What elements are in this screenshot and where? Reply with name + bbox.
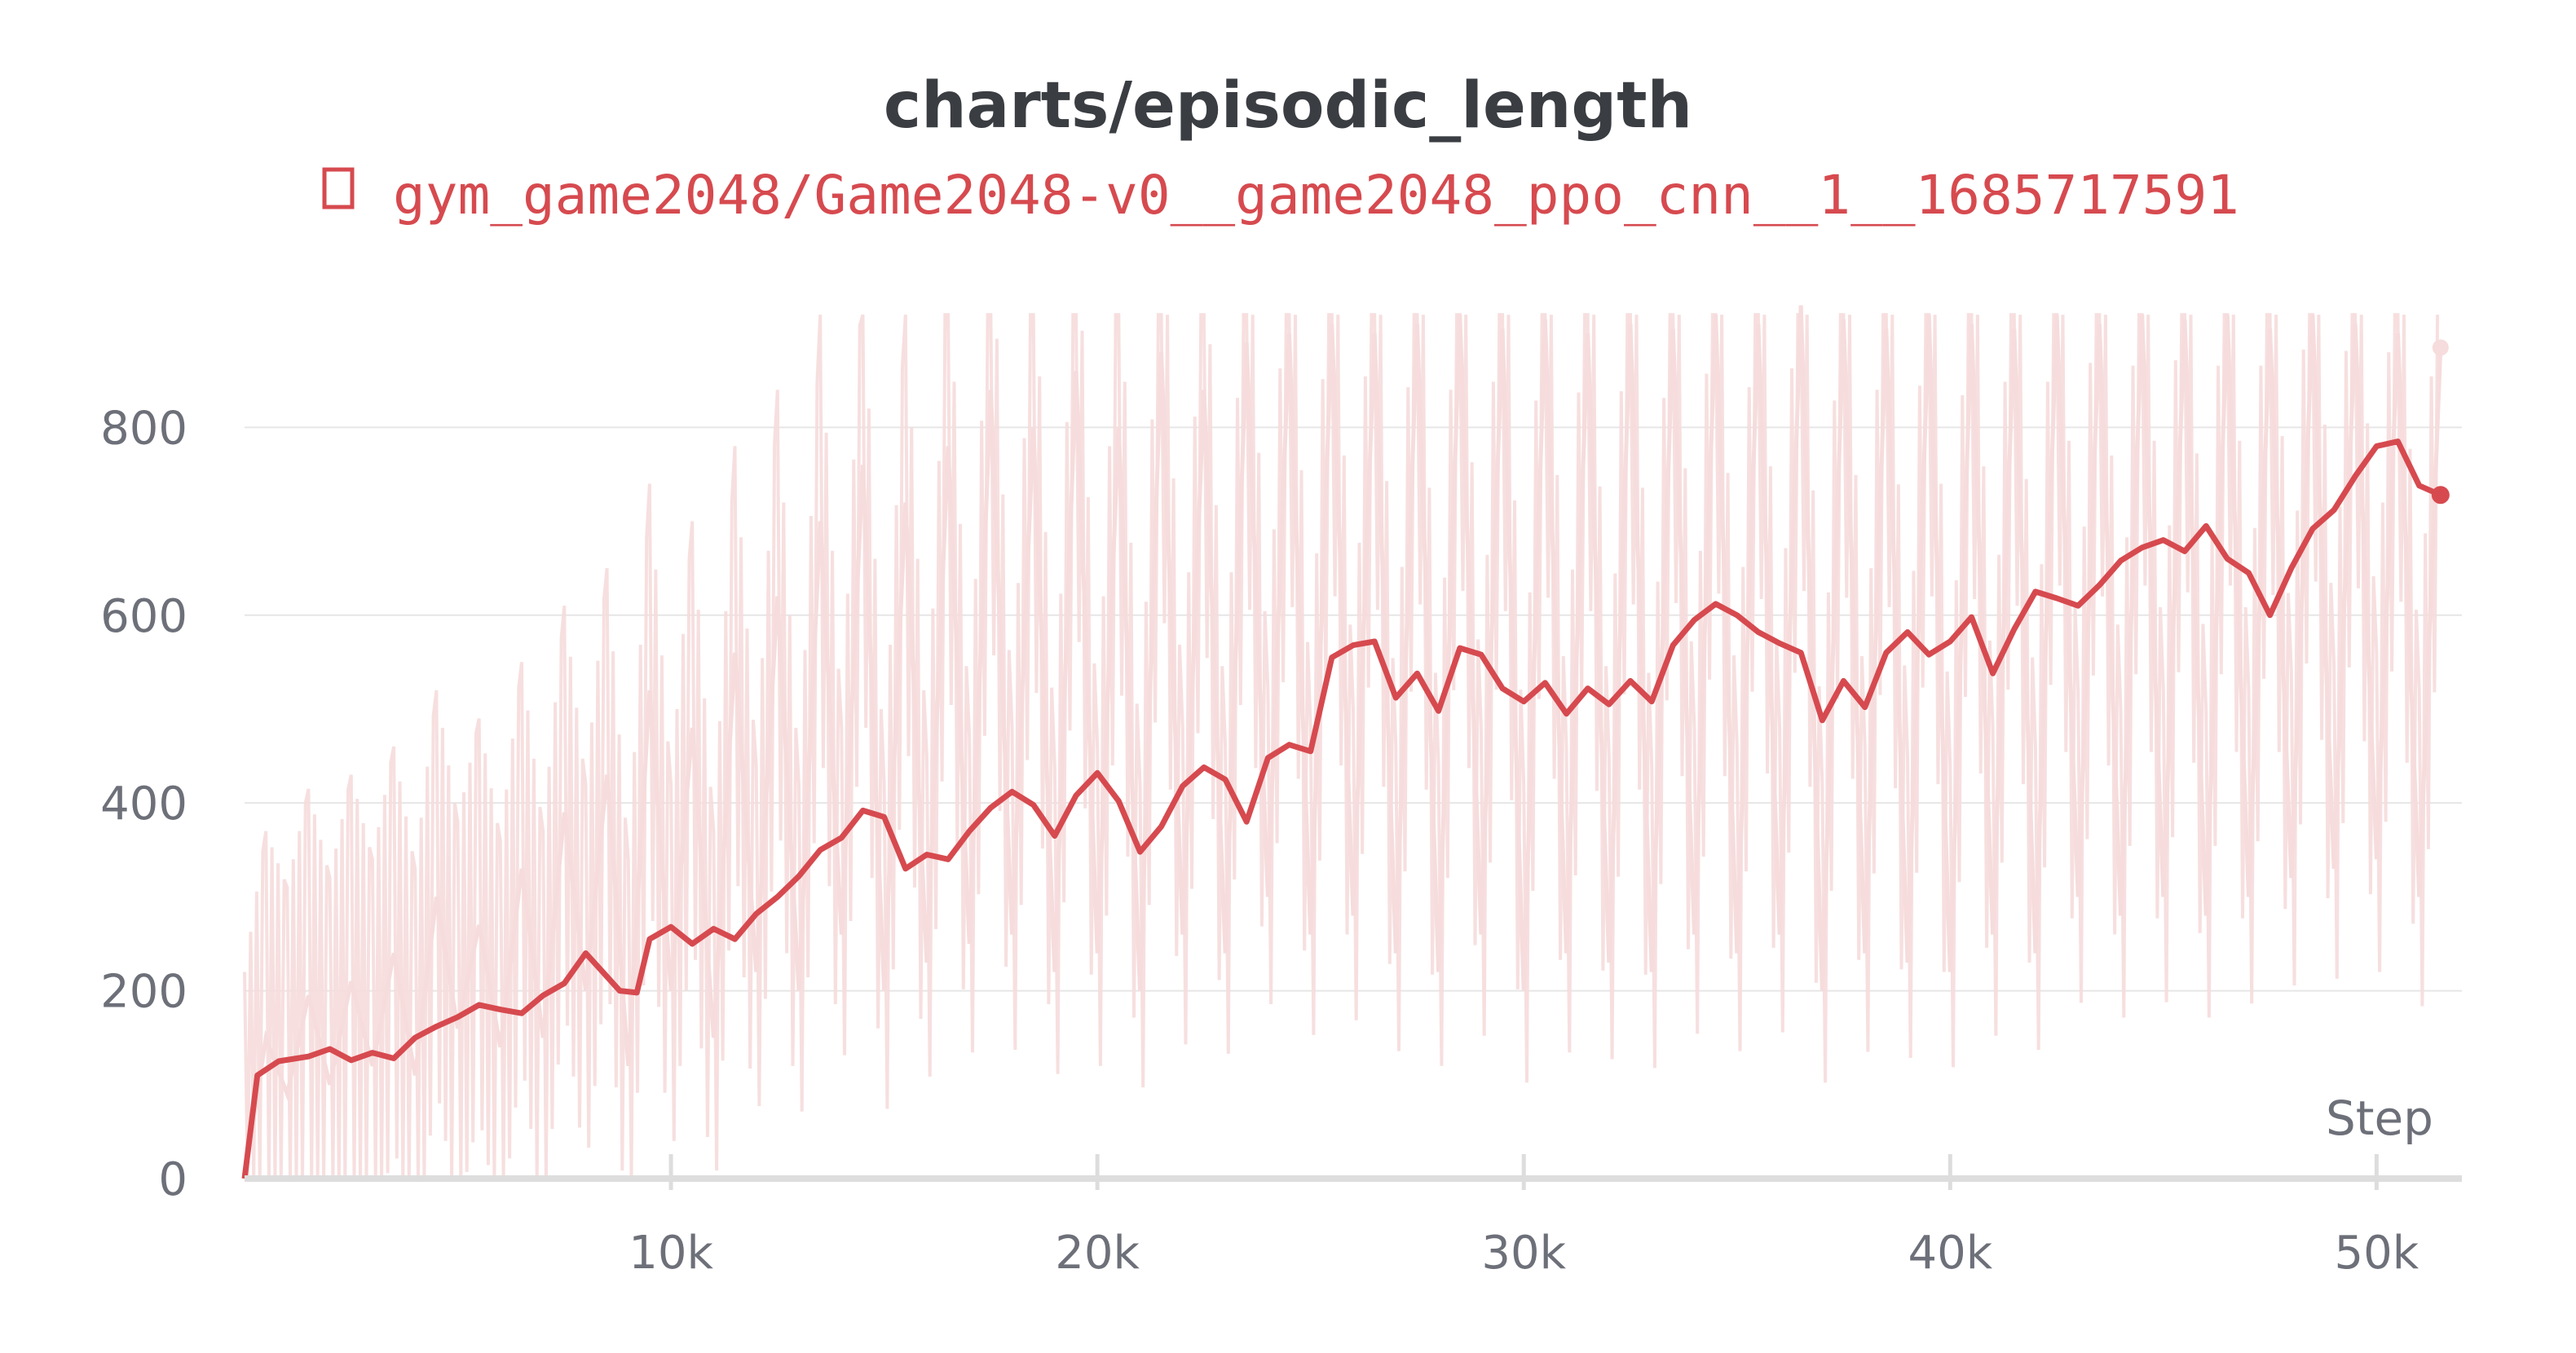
x-tick-label: 50k <box>2335 1227 2419 1280</box>
series-line <box>241 439 2442 1179</box>
series-endpoint <box>2431 486 2450 505</box>
x-tick-label: 10k <box>629 1227 713 1280</box>
x-axis <box>245 1154 2462 1190</box>
legend-label: gym_game2048/Game2048-v0__game2048_ppo_c… <box>393 164 2239 227</box>
smoothed-series <box>241 439 2450 1179</box>
square-outline-icon <box>322 167 355 209</box>
x-axis-title: Step <box>2326 1091 2433 1146</box>
raw-series-texture <box>243 313 2440 1179</box>
raw-series <box>242 305 2449 1179</box>
raw-series-endpoint <box>2432 339 2449 356</box>
y-tick-label: 400 <box>100 778 187 831</box>
y-axis: 0 200 400 600 800 <box>100 402 187 1206</box>
y-tick-label: 0 <box>158 1153 187 1206</box>
y-tick-label: 800 <box>100 402 187 455</box>
y-tick-label: 200 <box>100 966 187 1019</box>
legend[interactable]: gym_game2048/Game2048-v0__game2048_ppo_c… <box>322 164 2239 227</box>
chart-title: charts/episodic_length <box>884 69 1692 143</box>
x-tick-label: 40k <box>1908 1227 1992 1280</box>
x-tick-labels: 10k 20k 30k 40k 50k <box>629 1227 2419 1280</box>
x-tick-label: 20k <box>1055 1227 1140 1280</box>
x-tick-label: 30k <box>1481 1227 1566 1280</box>
y-tick-label: 600 <box>100 590 187 643</box>
